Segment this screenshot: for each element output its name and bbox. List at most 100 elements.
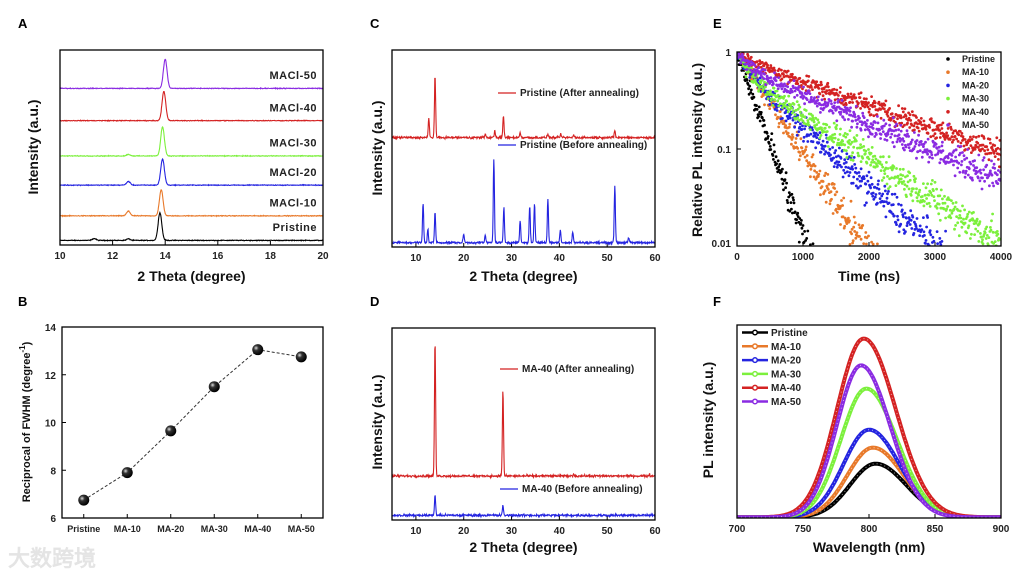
data-point: [797, 103, 801, 107]
data-point: [869, 186, 872, 190]
data-point: [847, 174, 851, 178]
data-point: [801, 119, 805, 123]
data-point: [785, 199, 789, 202]
data-point: [758, 76, 762, 80]
data-point: [862, 145, 866, 148]
data-point: [865, 236, 869, 240]
data-point: [745, 68, 749, 71]
data-point: [843, 105, 847, 109]
data-point: [780, 77, 784, 81]
data-point: [848, 219, 851, 223]
data-point: [960, 132, 964, 135]
series-label: MACl-30: [269, 138, 317, 150]
data-point: [915, 196, 919, 200]
series-markers-1: [737, 447, 1001, 518]
data-point: [783, 178, 787, 182]
y-axis-title-text: PL intensity (a.u.): [700, 362, 716, 478]
data-point: [809, 167, 813, 171]
data-point: [748, 58, 752, 61]
data-point: [934, 153, 937, 157]
data-point: [829, 99, 833, 103]
data-point: [873, 195, 877, 199]
data-point: [941, 140, 944, 144]
data-point: [850, 140, 854, 144]
data-point: [972, 164, 975, 167]
data-point: [763, 72, 766, 76]
data-point: [914, 142, 918, 146]
data-point: [899, 177, 903, 181]
data-point: [759, 90, 763, 93]
data-point: [872, 114, 876, 118]
data-point: [802, 139, 805, 143]
data-point: [842, 148, 846, 152]
data-point: [752, 70, 756, 74]
data-point: [875, 133, 878, 136]
data-point: [965, 156, 969, 160]
data-point: [920, 228, 924, 232]
data-point: [980, 187, 984, 191]
panel-letter: E: [713, 16, 722, 31]
data-point: [776, 159, 780, 163]
data-point: [825, 89, 829, 93]
data-point: [854, 166, 858, 170]
data-point: [887, 187, 890, 191]
dashed-connector: [83, 349, 302, 501]
data-point: [917, 193, 920, 197]
data-point: [926, 182, 929, 186]
data-point: [815, 104, 819, 108]
data-point: [956, 140, 960, 143]
data-point: [883, 138, 887, 141]
data-point: [967, 210, 971, 214]
data-point: [978, 179, 982, 183]
data-point: [832, 182, 836, 186]
data-point: [917, 143, 921, 147]
data-point: [882, 200, 886, 204]
y-axis-title-text: Intensity (a.u.): [369, 101, 385, 196]
data-point: [832, 165, 836, 169]
legend-marker: [751, 398, 759, 405]
data-point: [799, 222, 803, 225]
data-point: [802, 95, 806, 98]
data-point: [805, 154, 809, 157]
data-point: [755, 108, 759, 111]
data-point: [835, 160, 839, 164]
data-point: [922, 145, 925, 149]
data-point: [850, 232, 853, 236]
data-point: [955, 137, 958, 141]
data-point: [899, 114, 903, 118]
data-point: [764, 83, 768, 87]
data-point: [952, 163, 955, 167]
data-point: [976, 141, 980, 145]
x-tick-label: 850: [927, 524, 944, 535]
legend-marker: [751, 357, 759, 364]
data-point: [993, 155, 997, 159]
data-point: [786, 131, 790, 135]
data-point: [916, 199, 919, 203]
series-line-1: [60, 189, 323, 218]
data-point: [897, 180, 901, 184]
data-point: [870, 95, 873, 98]
data-point: [842, 103, 846, 107]
data-point: [797, 130, 801, 134]
data-point: [782, 188, 785, 192]
data-point: [909, 218, 913, 222]
data-point: [966, 148, 970, 151]
data-point: [793, 95, 796, 99]
data-point: [918, 224, 922, 228]
data-point: [799, 137, 803, 141]
data-point: [810, 85, 813, 89]
data-point: [784, 171, 788, 175]
data-point: [803, 127, 806, 131]
data-point: [857, 92, 861, 96]
data-point: [981, 147, 984, 151]
data-point: [822, 122, 825, 126]
data-point: [913, 128, 916, 132]
data-point: [903, 187, 906, 191]
data-point: [874, 193, 878, 196]
data-point: [984, 237, 988, 240]
data-point: [869, 176, 873, 180]
data-point: [810, 126, 814, 130]
data-point: [803, 155, 807, 159]
data-point: [833, 136, 837, 140]
data-point: [853, 115, 857, 119]
